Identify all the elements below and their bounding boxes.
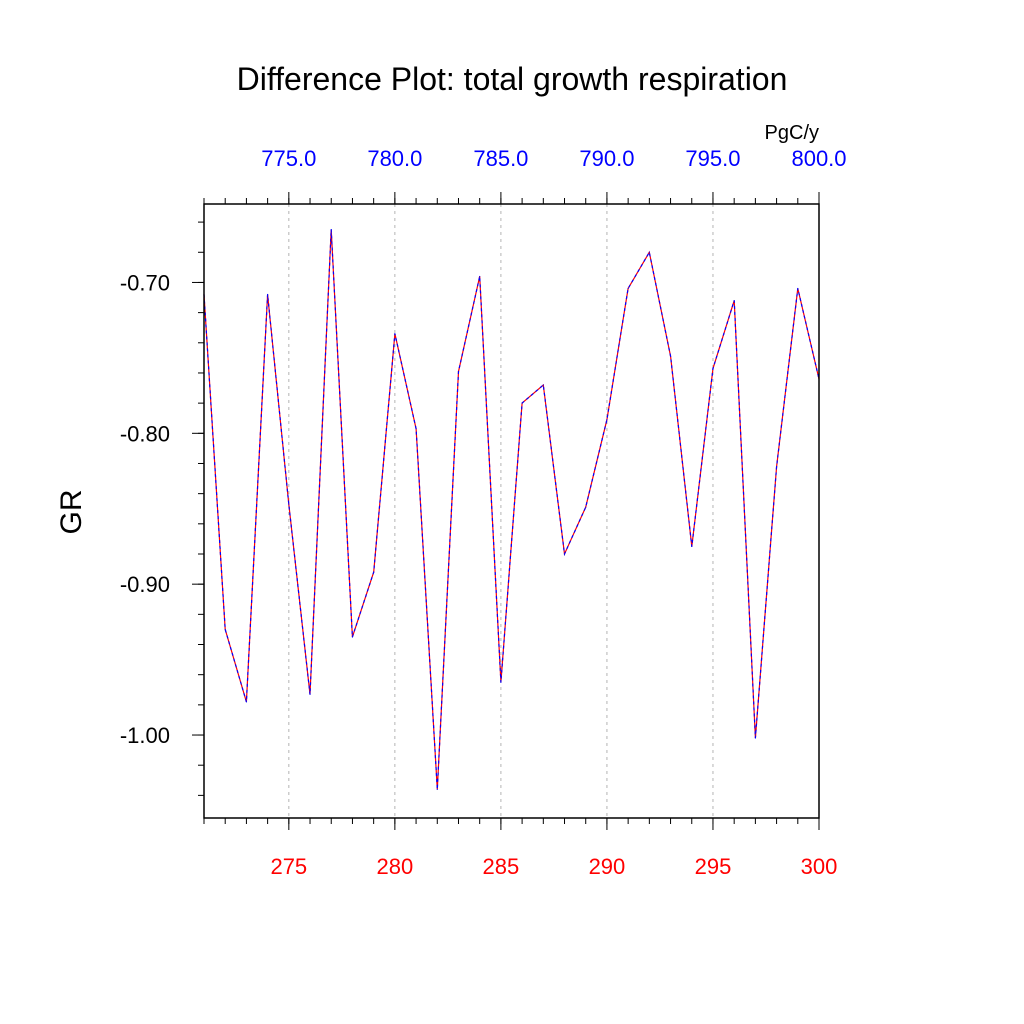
data-point bbox=[245, 701, 248, 703]
series-line-blue bbox=[203, 229, 820, 790]
top-x-tick-label: 785.0 bbox=[473, 146, 528, 171]
data-point bbox=[521, 402, 523, 404]
data-point bbox=[585, 506, 587, 508]
top-x-tick-label: 775.0 bbox=[261, 146, 316, 171]
data-point bbox=[606, 419, 608, 421]
top-x-tick-label: 795.0 bbox=[685, 146, 740, 171]
data-point bbox=[500, 681, 502, 683]
data-point bbox=[373, 571, 375, 573]
data-point bbox=[351, 636, 354, 638]
y-tick-label: -0.80 bbox=[120, 421, 170, 446]
data-point bbox=[797, 287, 799, 290]
data-point bbox=[224, 628, 226, 631]
x-tick-label: 285 bbox=[483, 854, 520, 879]
data-point bbox=[479, 275, 481, 278]
grid-layer bbox=[288, 204, 714, 818]
y-tick-label: -0.70 bbox=[120, 270, 170, 295]
top-x-tick-label: 790.0 bbox=[579, 146, 634, 171]
tick-layer bbox=[192, 192, 820, 830]
data-point bbox=[288, 503, 290, 505]
data-point bbox=[712, 367, 714, 370]
data-point bbox=[309, 693, 311, 695]
data-point bbox=[754, 737, 756, 739]
data-point bbox=[436, 788, 438, 790]
x-tick-label: 290 bbox=[589, 854, 626, 879]
x-tick-label: 280 bbox=[377, 854, 414, 879]
top-x-tick-label: 780.0 bbox=[367, 146, 422, 171]
label-layer: 275 280 285 290 295 300 775.0 780.0 785.0 790.0 79… bbox=[120, 146, 847, 879]
top-x-tick-label: 800.0 bbox=[791, 146, 846, 171]
data-point bbox=[457, 370, 460, 373]
data-point bbox=[415, 428, 417, 430]
data-point bbox=[267, 293, 269, 296]
series-layer bbox=[203, 229, 820, 790]
data-point bbox=[691, 545, 693, 548]
y-tick-label: -1.00 bbox=[120, 723, 170, 748]
x-tick-label: 300 bbox=[801, 854, 838, 879]
series-line-red bbox=[203, 229, 820, 790]
x-tick-label: 275 bbox=[270, 854, 307, 879]
data-point bbox=[627, 287, 629, 290]
plot-frame bbox=[203, 203, 820, 819]
units-label: PgC/y bbox=[765, 122, 819, 144]
y-axis-label: GR bbox=[55, 490, 88, 535]
y-tick-label: -0.90 bbox=[120, 572, 170, 597]
data-point bbox=[648, 251, 650, 253]
chart-title: Difference Plot: total growth respiratio… bbox=[237, 61, 788, 97]
data-point bbox=[394, 333, 396, 335]
data-point bbox=[669, 355, 672, 357]
x-tick-label: 295 bbox=[695, 854, 732, 879]
data-point bbox=[563, 553, 566, 555]
data-point bbox=[542, 384, 544, 386]
data-point bbox=[733, 299, 735, 302]
data-point bbox=[775, 465, 778, 468]
data-point bbox=[330, 229, 332, 231]
